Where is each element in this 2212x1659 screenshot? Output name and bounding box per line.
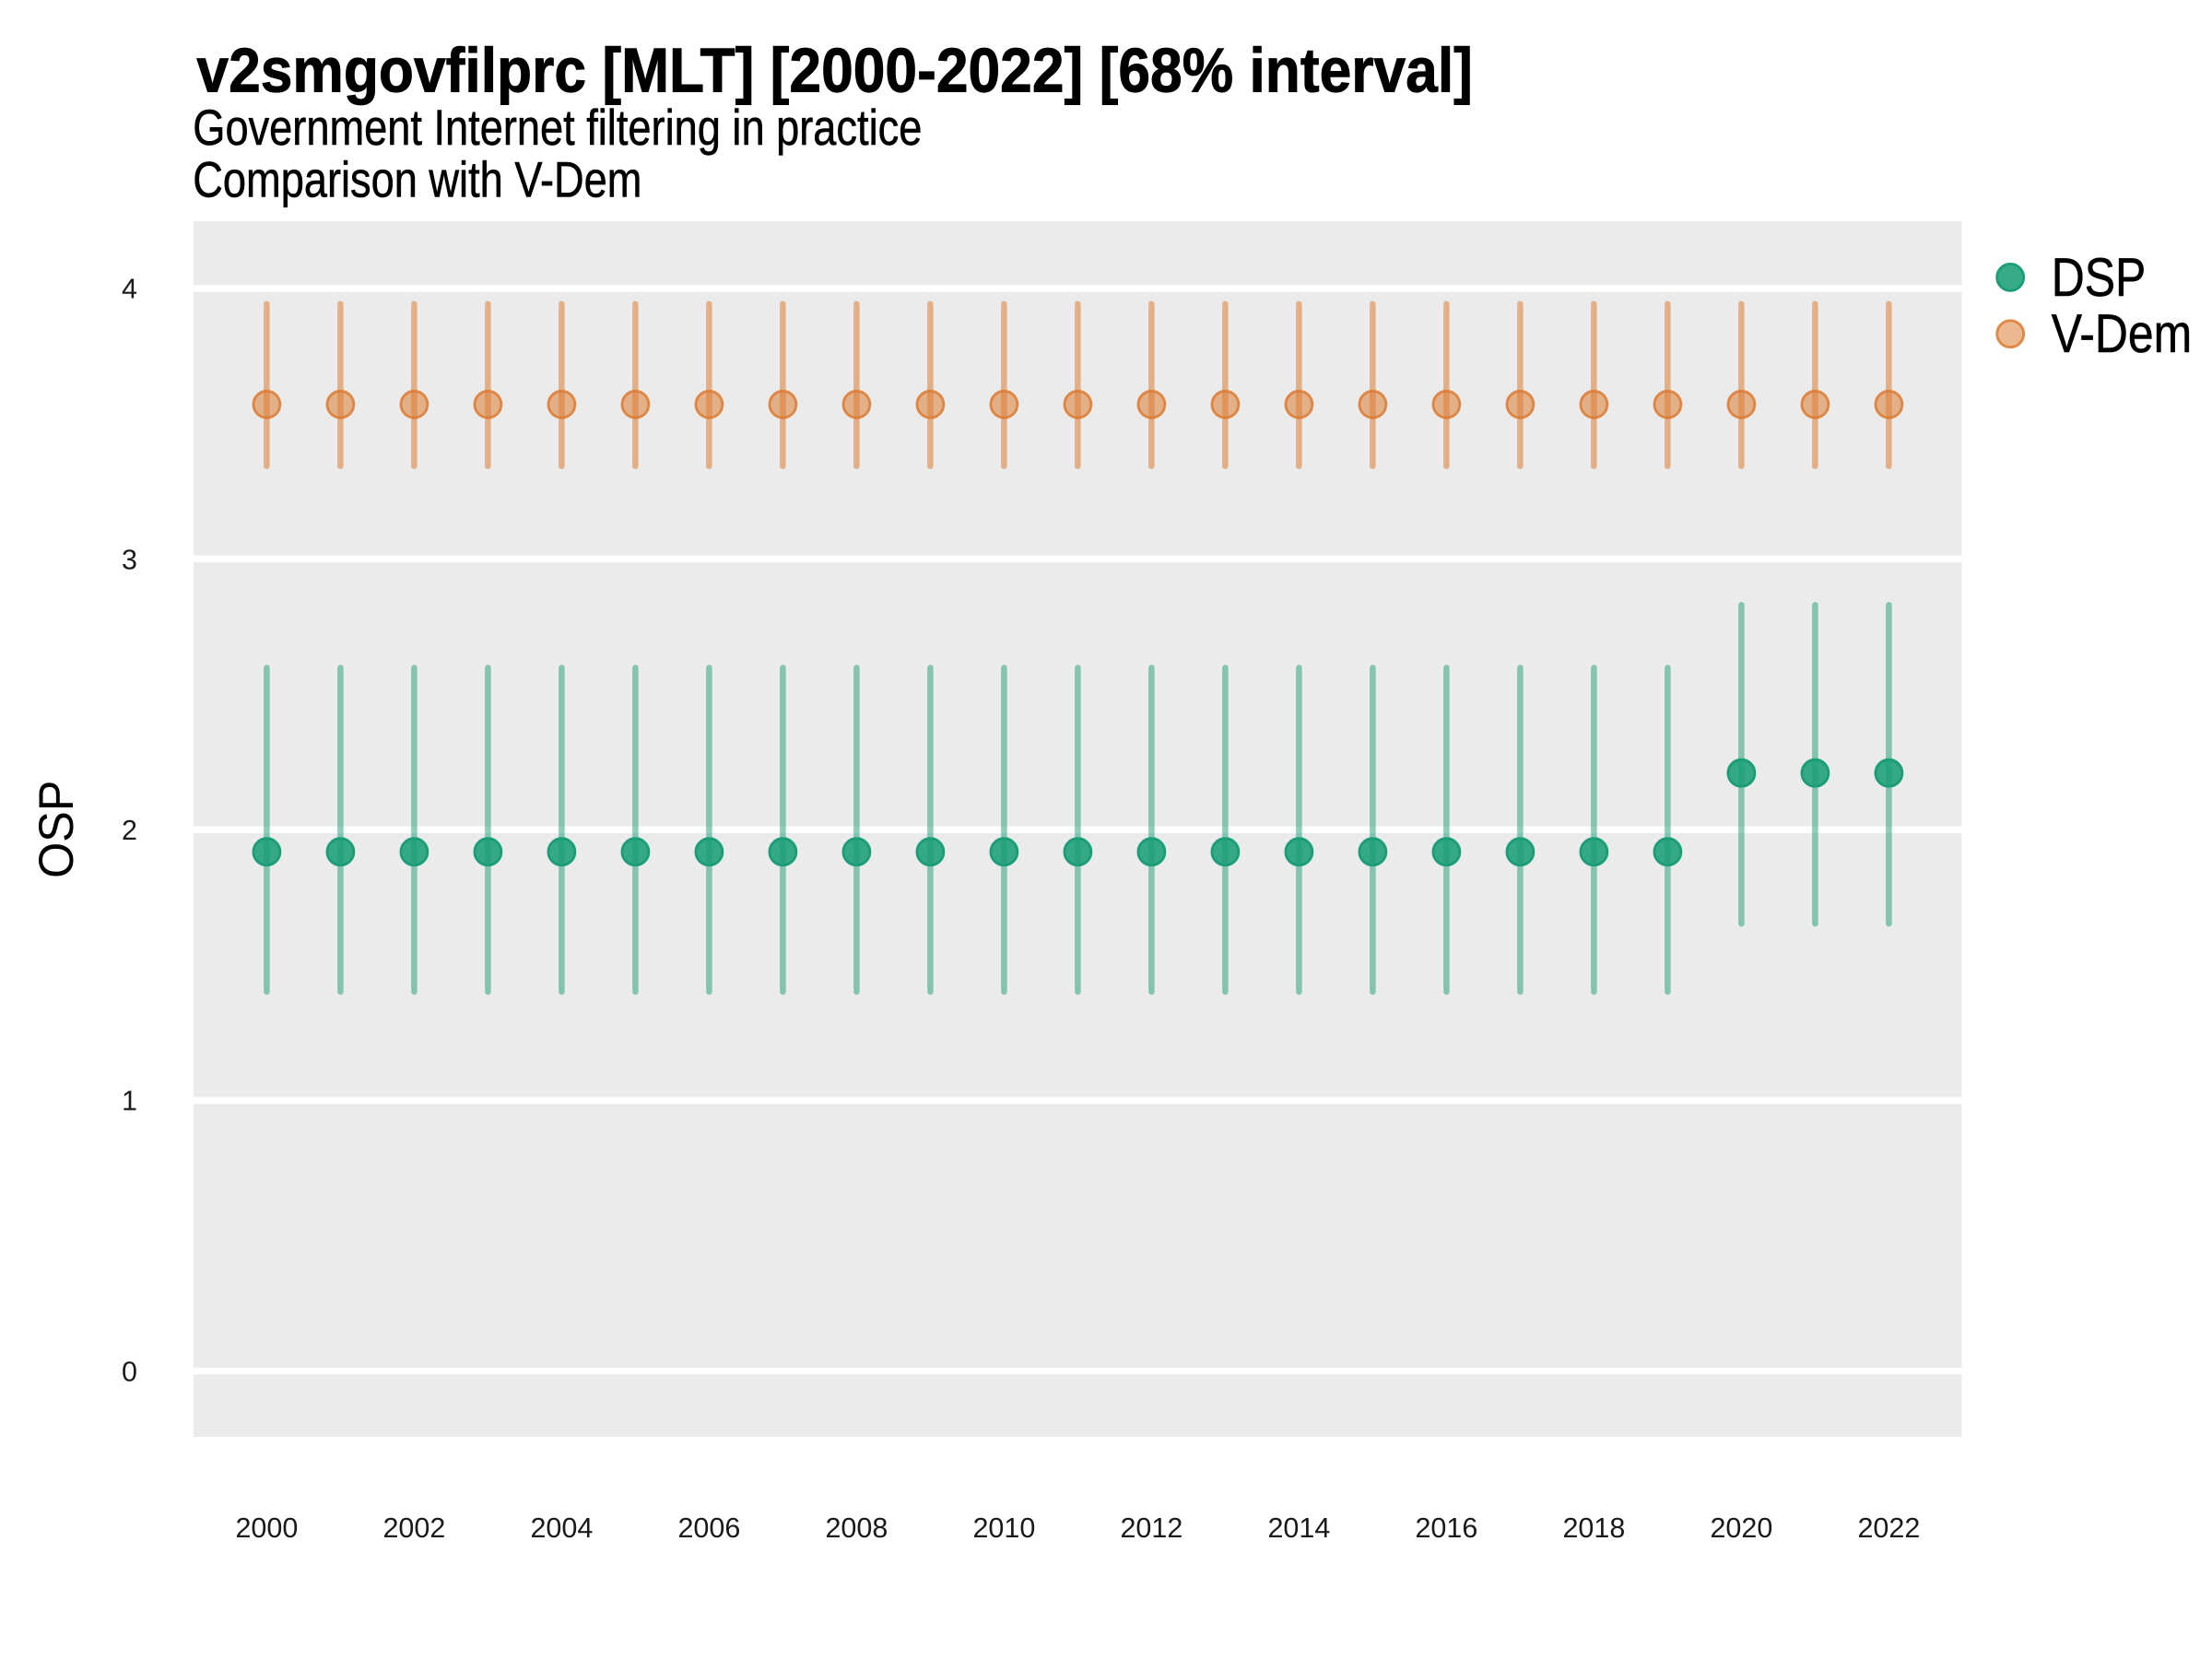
svg-text:2006: 2006 — [677, 1512, 740, 1544]
svg-text:OSP: OSP — [29, 781, 84, 878]
svg-text:3: 3 — [122, 544, 137, 575]
svg-text:Comparison with V-Dem: Comparison with V-Dem — [193, 151, 641, 207]
svg-text:2000: 2000 — [235, 1512, 298, 1544]
svg-text:2010: 2010 — [972, 1512, 1035, 1544]
svg-text:2022: 2022 — [1857, 1512, 1920, 1544]
svg-text:v2smgovfilprc [MLT] [2000-2022: v2smgovfilprc [MLT] [2000-2022] [68% int… — [196, 36, 1473, 106]
svg-text:DSP: DSP — [2052, 247, 2147, 308]
svg-text:2014: 2014 — [1267, 1512, 1330, 1544]
svg-text:2008: 2008 — [825, 1512, 888, 1544]
svg-text:2002: 2002 — [382, 1512, 445, 1544]
svg-text:4: 4 — [122, 274, 137, 305]
svg-text:2012: 2012 — [1120, 1512, 1182, 1544]
svg-text:2020: 2020 — [1710, 1512, 1772, 1544]
svg-text:2016: 2016 — [1415, 1512, 1477, 1544]
svg-text:2: 2 — [122, 815, 137, 846]
svg-text:2004: 2004 — [530, 1512, 593, 1544]
svg-text:V-Dem: V-Dem — [2052, 303, 2192, 364]
svg-text:0: 0 — [122, 1356, 137, 1387]
svg-text:1: 1 — [122, 1086, 137, 1117]
svg-text:Government Internet filtering: Government Internet filtering in practic… — [193, 100, 922, 156]
svg-text:2018: 2018 — [1562, 1512, 1625, 1544]
